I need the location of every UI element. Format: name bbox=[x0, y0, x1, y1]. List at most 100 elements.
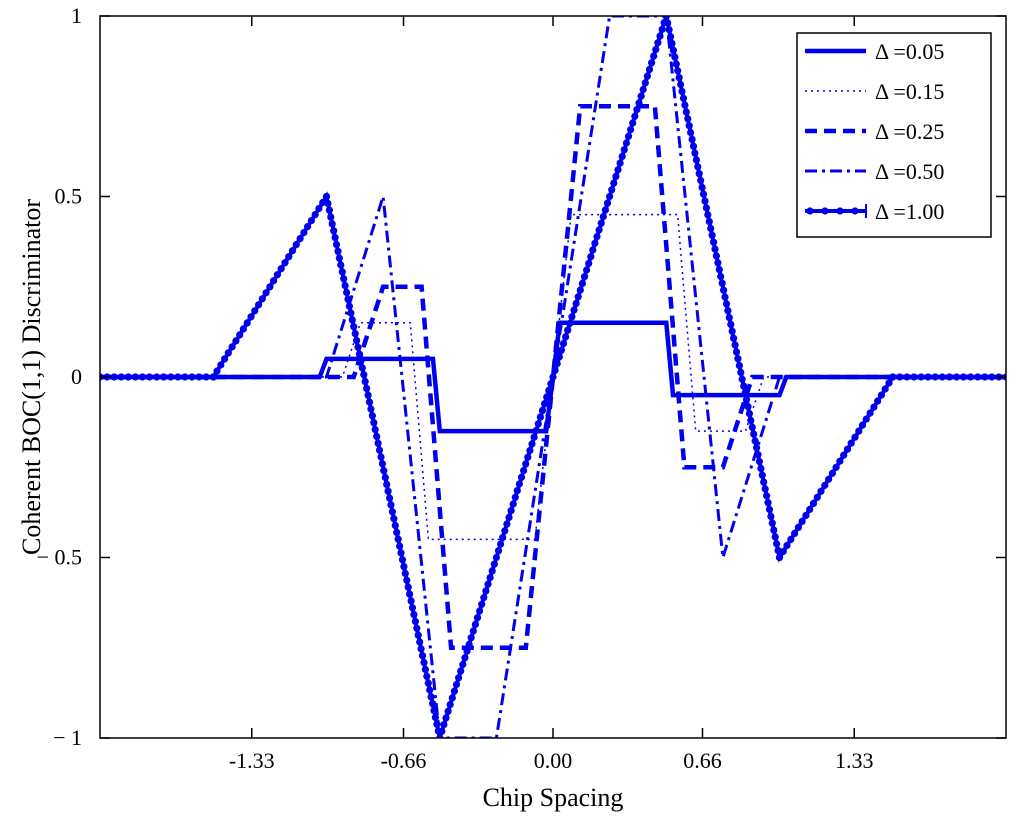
series-marker bbox=[322, 192, 331, 201]
series-marker bbox=[473, 614, 482, 622]
series-marker bbox=[557, 346, 566, 354]
series-marker bbox=[813, 493, 821, 501]
series-marker bbox=[380, 467, 388, 475]
series-marker bbox=[885, 379, 893, 387]
series-marker bbox=[924, 373, 932, 381]
series-marker bbox=[400, 563, 408, 571]
series-marker bbox=[591, 239, 599, 247]
series-marker bbox=[722, 300, 731, 308]
series-marker bbox=[160, 373, 168, 381]
series-marker bbox=[715, 266, 723, 274]
series-marker bbox=[742, 396, 751, 404]
series-marker bbox=[704, 211, 712, 219]
series-marker bbox=[436, 734, 444, 738]
series-marker bbox=[675, 74, 683, 82]
series-marker bbox=[174, 373, 182, 381]
series-marker bbox=[585, 259, 593, 267]
series-marker bbox=[167, 373, 175, 381]
series-marker bbox=[664, 19, 672, 27]
series-marker bbox=[840, 451, 848, 459]
series-marker bbox=[363, 384, 371, 392]
series-marker bbox=[532, 426, 540, 435]
series-marker bbox=[414, 631, 422, 639]
series-marker bbox=[365, 398, 374, 406]
series-marker bbox=[851, 433, 859, 441]
series-marker bbox=[304, 223, 312, 231]
y-tick-label: − 1 bbox=[53, 725, 82, 750]
series-marker bbox=[741, 389, 749, 397]
series-marker bbox=[635, 99, 643, 107]
series-marker bbox=[373, 432, 381, 440]
series-marker bbox=[828, 469, 837, 477]
series-marker bbox=[597, 219, 605, 227]
series-marker bbox=[551, 366, 559, 374]
series-marker bbox=[354, 343, 362, 351]
series-marker bbox=[355, 350, 364, 358]
series-marker bbox=[273, 271, 281, 279]
series-marker bbox=[345, 302, 353, 310]
series-marker bbox=[747, 416, 755, 424]
series-marker bbox=[652, 45, 660, 54]
series-marker bbox=[145, 373, 154, 381]
series-marker bbox=[855, 427, 863, 435]
series-marker bbox=[836, 457, 844, 465]
series-marker bbox=[648, 59, 656, 67]
series-marker bbox=[763, 492, 771, 500]
legend-marker bbox=[821, 207, 829, 215]
series-marker bbox=[794, 523, 803, 532]
series-marker bbox=[520, 467, 528, 475]
series-marker bbox=[388, 508, 396, 516]
series-marker bbox=[779, 547, 787, 556]
series-marker bbox=[499, 533, 507, 542]
series-marker bbox=[866, 409, 874, 417]
series-marker bbox=[288, 247, 297, 255]
series-line bbox=[100, 104, 1006, 651]
series-marker bbox=[480, 594, 488, 602]
series-marker bbox=[384, 487, 392, 495]
series-marker bbox=[945, 373, 954, 381]
series-marker bbox=[637, 92, 645, 100]
series-marker bbox=[896, 373, 904, 381]
series-marker bbox=[476, 607, 484, 615]
series-marker bbox=[695, 170, 703, 178]
series-marker bbox=[753, 444, 761, 452]
series-marker bbox=[694, 163, 702, 171]
series-marker bbox=[938, 373, 946, 381]
series-marker bbox=[138, 373, 147, 381]
y-tick-label: − 0.5 bbox=[37, 545, 82, 570]
series-marker bbox=[717, 272, 725, 281]
series-marker bbox=[708, 231, 716, 239]
series-marker bbox=[153, 373, 161, 381]
series-marker bbox=[262, 289, 270, 297]
series-marker bbox=[501, 527, 509, 535]
series-marker bbox=[251, 307, 259, 315]
series-marker bbox=[236, 331, 244, 339]
ticks-layer: -1.33 -0.66 0.00 0.66 1.33 − 1 − 0.5 0 0.5 1 bbox=[37, 3, 1006, 773]
series-marker bbox=[603, 199, 612, 207]
series-marker bbox=[440, 721, 448, 729]
series-marker bbox=[731, 341, 739, 349]
series-marker bbox=[691, 149, 699, 157]
series-marker bbox=[568, 313, 576, 321]
series-marker bbox=[315, 204, 323, 213]
legend-label: Δ =0.50 bbox=[875, 159, 944, 184]
series-marker bbox=[697, 176, 705, 185]
series-marker bbox=[364, 391, 372, 399]
series-marker bbox=[843, 445, 852, 453]
series-marker bbox=[488, 567, 496, 575]
series-marker bbox=[526, 446, 534, 455]
series-marker bbox=[755, 457, 764, 466]
series-marker bbox=[770, 526, 778, 534]
series-marker bbox=[583, 266, 591, 274]
series-marker bbox=[881, 385, 889, 393]
series-marker bbox=[791, 529, 799, 538]
series-marker bbox=[614, 166, 622, 174]
series-marker bbox=[671, 53, 679, 61]
series-marker bbox=[433, 720, 441, 728]
series-marker bbox=[325, 206, 333, 214]
series-marker bbox=[802, 511, 810, 519]
series-marker bbox=[507, 507, 515, 515]
series-marker bbox=[773, 540, 781, 548]
series-marker bbox=[620, 146, 628, 154]
series-marker bbox=[767, 512, 775, 521]
